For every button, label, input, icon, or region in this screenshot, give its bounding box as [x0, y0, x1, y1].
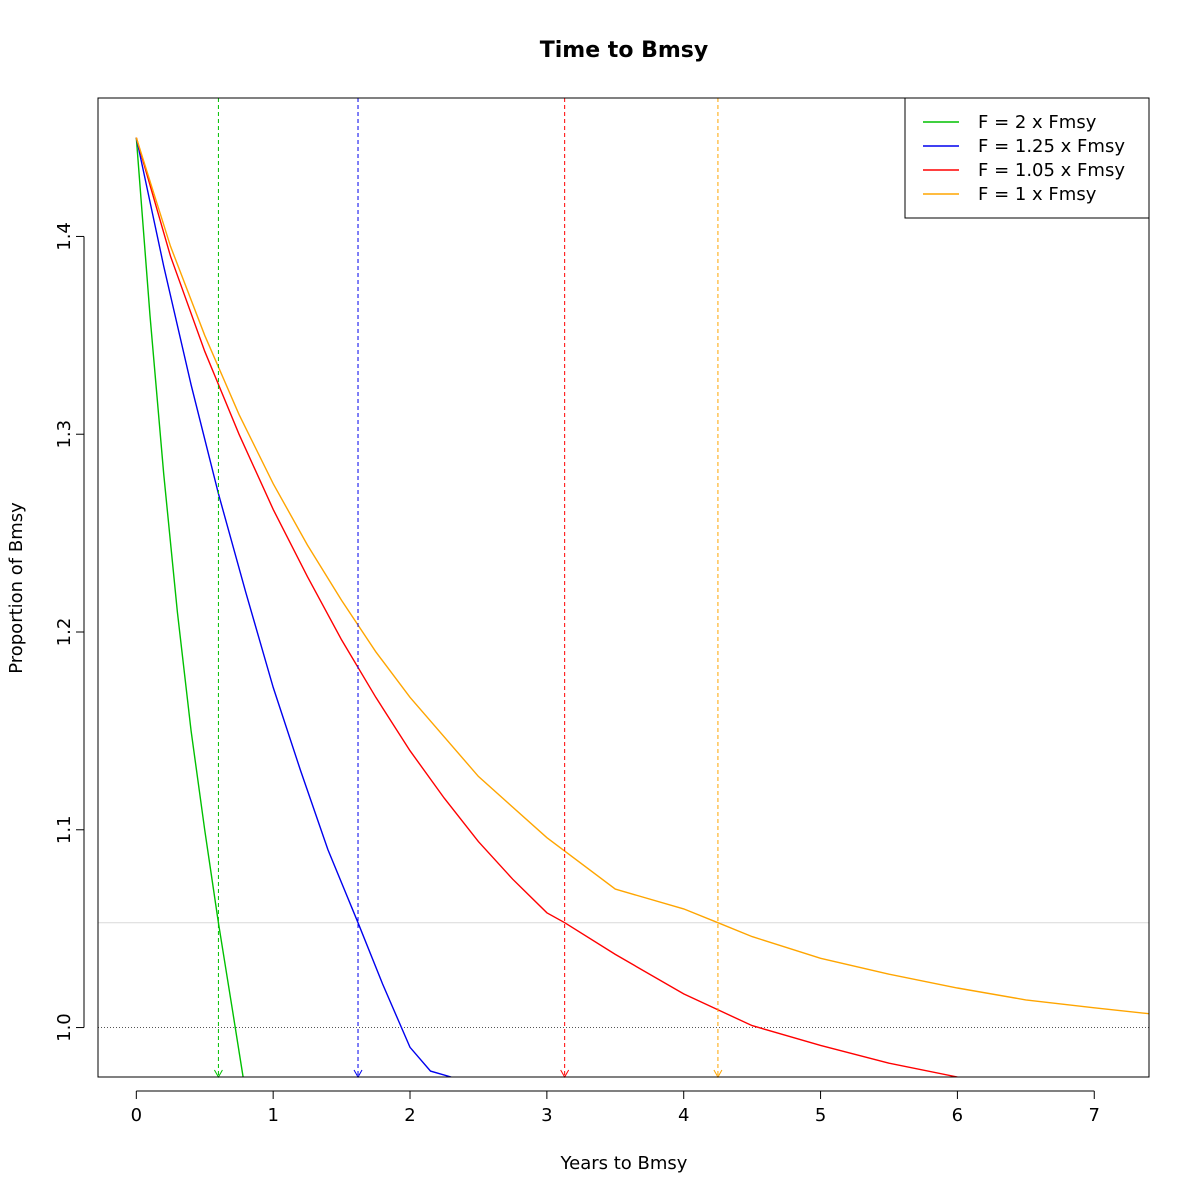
x-tick-label: 7	[1089, 1105, 1100, 1126]
legend: F = 2 x Fmsy F = 1.25 x Fmsy F = 1.05 x Fm…	[904, 97, 1150, 219]
x-tick-label: 6	[952, 1105, 963, 1126]
legend-label-1: F = 1.25 x Fmsy	[978, 136, 1125, 157]
legend-label-0: F = 2 x Fmsy	[978, 112, 1097, 133]
x-tick-label: 5	[815, 1105, 826, 1126]
x-tick-label: 0	[131, 1105, 142, 1126]
y-axis-label: Proportion of Bmsy	[6, 502, 27, 674]
plot-area	[98, 137, 1149, 1077]
x-tick-label: 2	[404, 1105, 415, 1126]
x-tick-label: 3	[541, 1105, 552, 1126]
legend-label-2: F = 1.05 x Fmsy	[978, 160, 1125, 181]
x-axis-label: Years to Bmsy	[560, 1153, 688, 1174]
series-line-0	[135, 137, 244, 1077]
legend-label-3: F = 1 x Fmsy	[978, 184, 1097, 205]
legend-box	[904, 97, 1150, 219]
y-tick-label: 1.2	[54, 618, 75, 647]
x-tick-label: 4	[678, 1105, 689, 1126]
chart-title: Time to Bmsy	[540, 38, 708, 63]
y-axis: 1.0 1.1 1.2 1.3 1.4	[54, 222, 85, 1042]
series-line-1	[135, 137, 452, 1077]
x-tick-label: 1	[267, 1105, 278, 1126]
plot-layers	[98, 98, 1149, 1079]
x-axis: 0 1 2 3 4 5 6 7	[131, 1090, 1100, 1126]
plot-frame	[97, 97, 1150, 1078]
y-tick-label: 1.4	[54, 222, 75, 251]
y-tick-label: 1.3	[54, 420, 75, 449]
y-tick-label: 1.1	[54, 815, 75, 844]
series-line-3	[135, 137, 1149, 1015]
y-tick-label: 1.0	[54, 1013, 75, 1042]
series-line-2	[135, 137, 958, 1077]
